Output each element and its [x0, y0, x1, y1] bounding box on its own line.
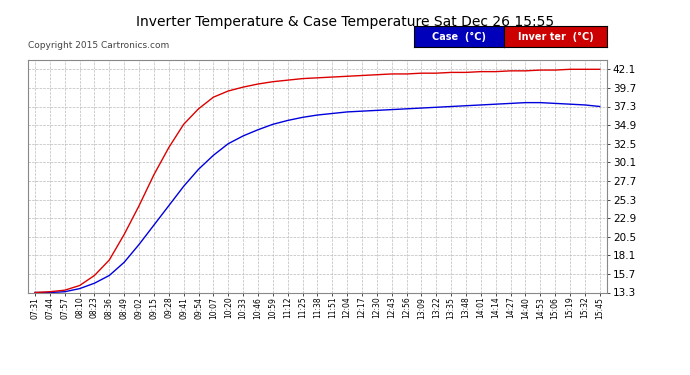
- Text: Copyright 2015 Cartronics.com: Copyright 2015 Cartronics.com: [28, 41, 169, 50]
- Text: Case  (°C): Case (°C): [432, 32, 486, 42]
- Text: Inver ter  (°C): Inver ter (°C): [518, 32, 593, 42]
- Text: Inverter Temperature & Case Temperature Sat Dec 26 15:55: Inverter Temperature & Case Temperature …: [136, 15, 554, 29]
